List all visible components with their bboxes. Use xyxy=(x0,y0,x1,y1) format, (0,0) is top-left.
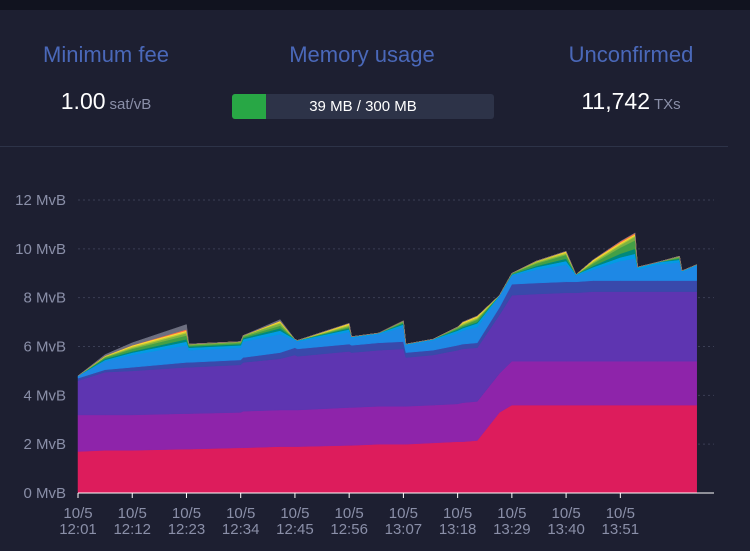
x-tick-time: 13:40 xyxy=(547,521,585,538)
y-tick-label: 4 MvB xyxy=(23,387,66,404)
y-tick-label: 10 MvB xyxy=(15,241,66,258)
x-tick-date: 10/5 xyxy=(443,505,472,522)
mempool-chart: 0 MvB 2 MvB 4 MvB 6 MvB 8 MvB 10 MvB 12 MvB 10/… xyxy=(15,192,714,538)
x-tick-time: 12:34 xyxy=(222,521,260,538)
x-tick-time: 13:07 xyxy=(385,521,423,538)
top-bar xyxy=(0,0,750,10)
unconfirmed-value-row: 11,742 TXs xyxy=(512,88,750,115)
minimum-fee-value: 1.00 xyxy=(60,88,106,114)
x-tick-time: 13:51 xyxy=(602,521,640,538)
minimum-fee-value-row: 1.00 sat/vB xyxy=(0,88,212,115)
y-tick-label: 0 MvB xyxy=(23,485,66,502)
y-tick-label: 8 MvB xyxy=(23,290,66,307)
x-tick-date: 10/5 xyxy=(172,505,201,522)
minimum-fee-unit: sat/vB xyxy=(109,96,152,113)
memory-usage-stat: Memory usage xyxy=(212,42,512,68)
section-divider xyxy=(0,146,728,147)
y-tick-label: 6 MvB xyxy=(23,339,66,356)
memory-usage-bar: 39 MB / 300 MB xyxy=(232,94,494,119)
x-tick-time: 12:01 xyxy=(59,521,97,538)
x-tick-date: 10/5 xyxy=(226,505,255,522)
x-tick-time: 12:45 xyxy=(276,521,314,538)
y-tick-label: 12 MvB xyxy=(15,192,66,209)
x-tick-date: 10/5 xyxy=(551,505,580,522)
unconfirmed-unit: TXs xyxy=(653,96,681,113)
x-tick-date: 10/5 xyxy=(335,505,364,522)
minimum-fee-label: Minimum fee xyxy=(43,42,169,67)
memory-usage-fill xyxy=(232,94,267,119)
x-tick-time: 12:23 xyxy=(168,521,206,538)
x-tick-date: 10/5 xyxy=(497,505,526,522)
unconfirmed-value: 11,742 xyxy=(581,88,650,114)
x-tick-date: 10/5 xyxy=(63,505,92,522)
x-tick-time: 13:29 xyxy=(493,521,531,538)
memory-usage-text: 39 MB / 300 MB xyxy=(309,98,417,115)
area-series-12[interactable] xyxy=(77,232,697,377)
x-tick-time: 12:56 xyxy=(330,521,368,538)
x-tick-date: 10/5 xyxy=(389,505,418,522)
memory-usage-label: Memory usage xyxy=(289,42,435,67)
x-tick-date: 10/5 xyxy=(606,505,635,522)
x-tick-date: 10/5 xyxy=(118,505,147,522)
minimum-fee-stat: Minimum fee 1.00 sat/vB xyxy=(0,42,212,115)
unconfirmed-stat: Unconfirmed 11,742 TXs xyxy=(512,42,750,115)
x-tick-date: 10/5 xyxy=(280,505,309,522)
y-tick-label: 2 MvB xyxy=(23,436,66,453)
x-tick-time: 13:18 xyxy=(439,521,477,538)
unconfirmed-label: Unconfirmed xyxy=(568,42,694,67)
x-tick-time: 12:12 xyxy=(113,521,151,538)
